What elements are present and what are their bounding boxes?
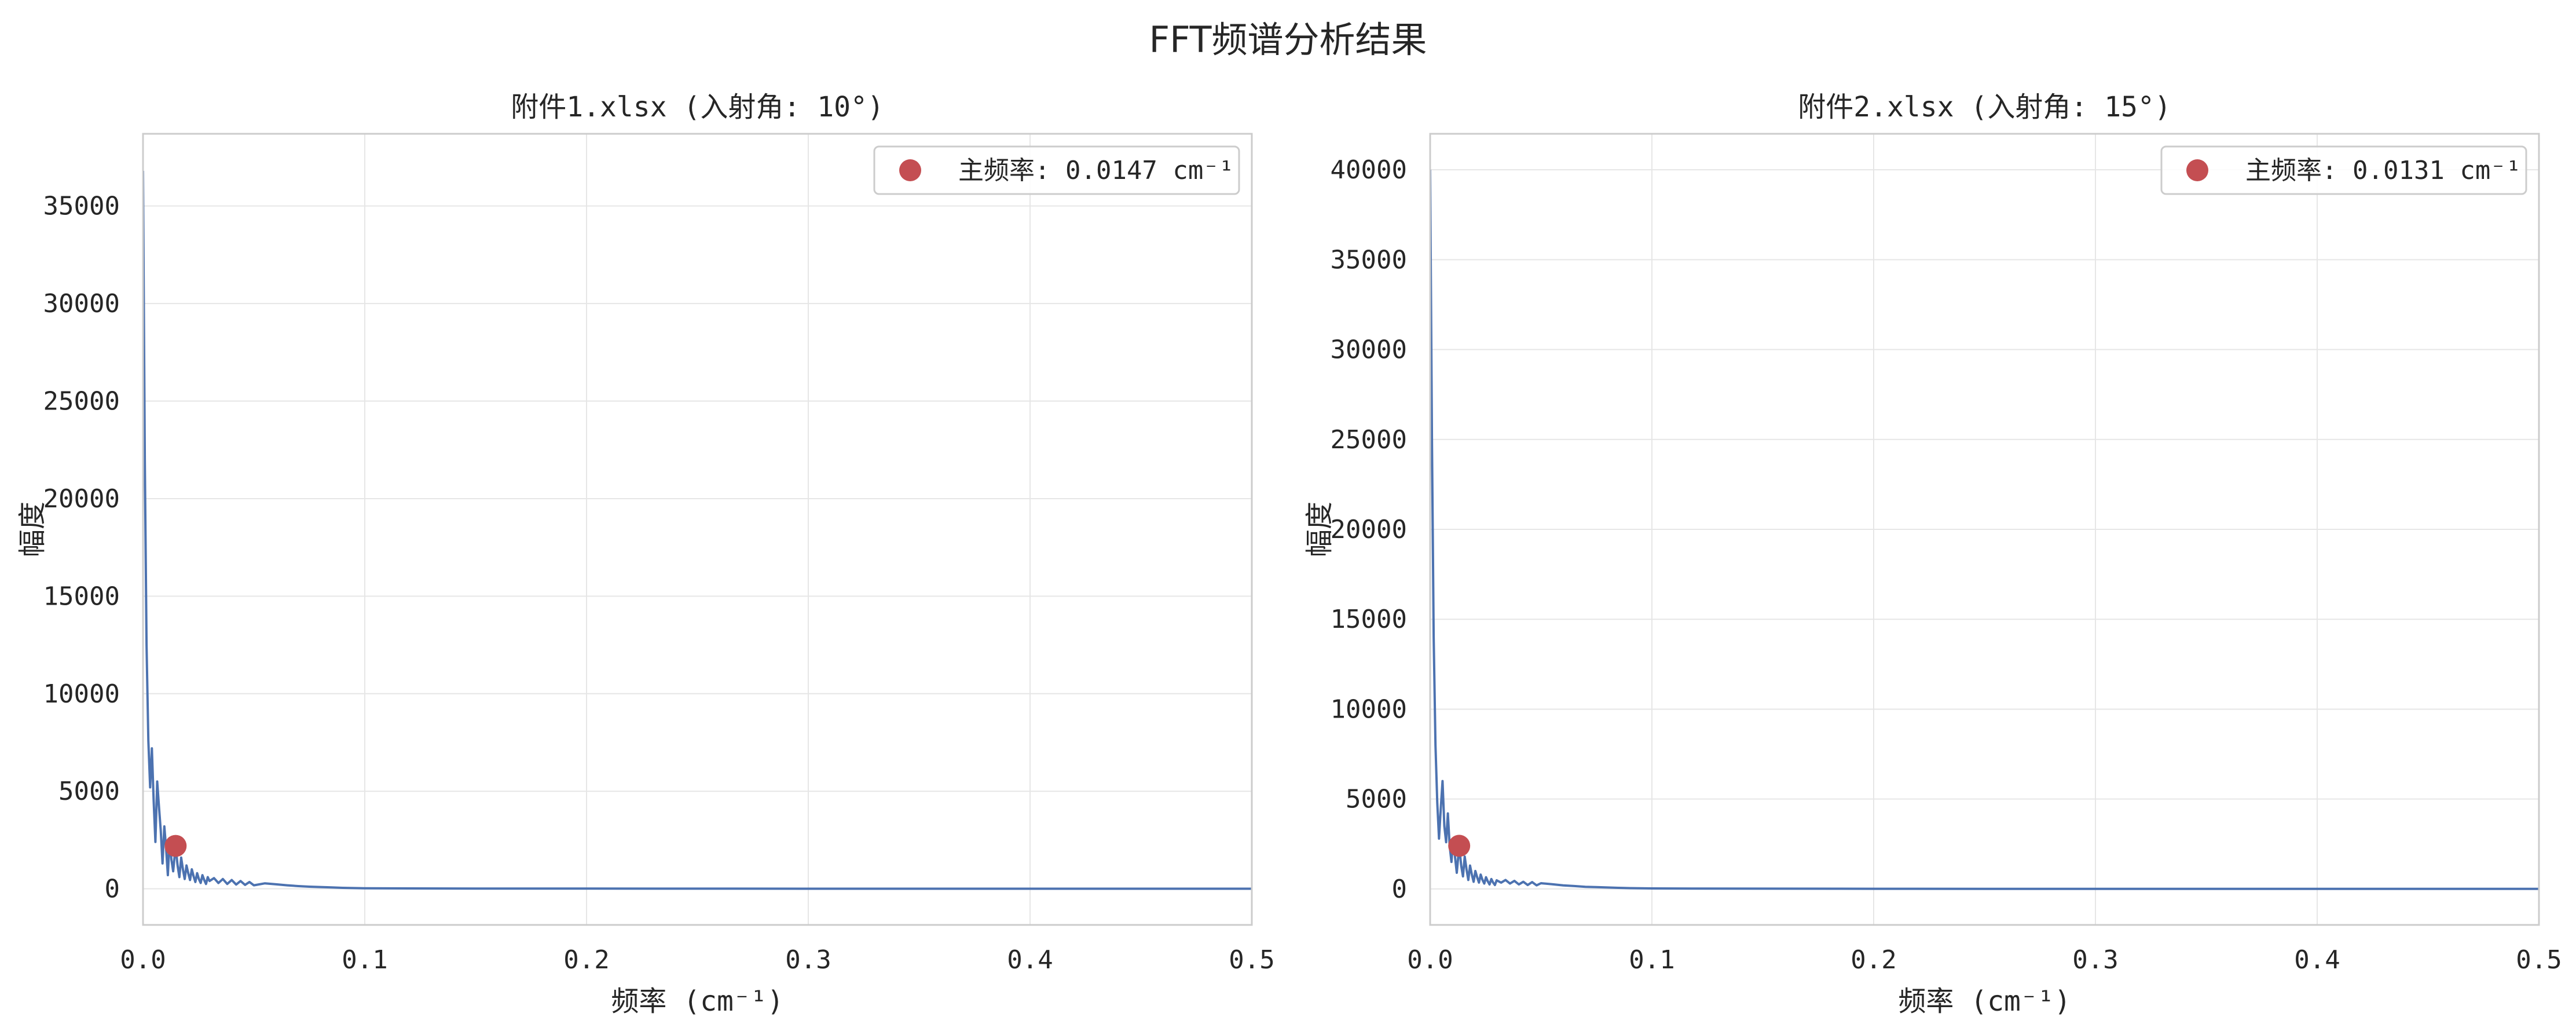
y-tick-label: 40000 <box>1331 155 1407 185</box>
y-axis-label: 幅度 <box>1303 502 1336 557</box>
plot-frame <box>142 133 1253 926</box>
legend-marker <box>899 159 921 181</box>
y-tick-label: 25000 <box>1331 425 1407 455</box>
y-axis-label: 幅度 <box>16 502 49 557</box>
y-tick-label: 20000 <box>43 484 120 514</box>
x-tick-label: 0.3 <box>2072 945 2118 975</box>
legend-box <box>873 145 1240 195</box>
subplot-1: 0.0 0.1 0.2 0.3 0.4 0.5 0 5000 10000 15000 20000 25… <box>16 91 1275 1018</box>
legend-label: 主频率: 0.0147 cm⁻¹ <box>958 156 1234 185</box>
y-tick-label: 30000 <box>1331 335 1407 365</box>
legend-marker <box>2186 159 2208 181</box>
y-tick-label: 35000 <box>43 192 120 221</box>
x-axis-label: 频率 (cm⁻¹) <box>1898 985 2071 1018</box>
x-axis-label: 频率 (cm⁻¹) <box>611 985 783 1018</box>
legend-box <box>2160 145 2527 195</box>
x-tick-label: 0.3 <box>785 945 831 975</box>
y-tick-label: 10000 <box>1331 694 1407 724</box>
x-tick-label: 0.0 <box>1407 945 1453 975</box>
legend: 主频率: 0.0131 cm⁻¹ <box>2160 145 2527 195</box>
y-tick-label: 5000 <box>58 777 120 806</box>
peak-marker <box>1448 835 1471 857</box>
figure-title: FFT频谱分析结果 <box>1149 19 1427 61</box>
subplot-title: 附件2.xlsx (入射角: 15°) <box>1798 91 2171 123</box>
y-tick-label: 5000 <box>1346 785 1407 814</box>
plot-frame <box>1429 133 2540 926</box>
y-tick-label: 15000 <box>1331 605 1407 634</box>
y-tick-label: 30000 <box>43 289 120 319</box>
y-tick-label: 10000 <box>43 679 120 709</box>
subplot-title: 附件1.xlsx (入射角: 10°) <box>511 91 884 123</box>
spectrum-line <box>143 170 1252 890</box>
x-tick-label: 0.5 <box>1229 945 1274 975</box>
x-tick-label: 0.4 <box>1007 945 1053 975</box>
x-tick-label: 0.1 <box>342 945 387 975</box>
x-tick-label: 0.1 <box>1629 945 1674 975</box>
x-tick-label: 0.2 <box>1851 945 1896 975</box>
y-tick-label: 15000 <box>43 581 120 611</box>
x-tick-label: 0.2 <box>563 945 609 975</box>
x-tick-label: 0.0 <box>120 945 166 975</box>
legend: 主频率: 0.0147 cm⁻¹ <box>873 145 1240 195</box>
y-tick-label: 20000 <box>1331 515 1407 544</box>
legend-label: 主频率: 0.0131 cm⁻¹ <box>2245 156 2521 185</box>
y-tick-label: 35000 <box>1331 245 1407 275</box>
y-tick-label: 0 <box>105 875 120 904</box>
x-tick-label: 0.5 <box>2516 945 2562 975</box>
subplot-2: 0.0 0.1 0.2 0.3 0.4 0.5 0 5000 10000 15000 20000 25… <box>1303 91 2562 1018</box>
y-tick-label: 0 <box>1392 875 1408 904</box>
spectrum-line <box>1430 170 2539 890</box>
x-tick-label: 0.4 <box>2294 945 2340 975</box>
y-tick-label: 25000 <box>43 387 120 416</box>
peak-marker <box>164 835 187 857</box>
